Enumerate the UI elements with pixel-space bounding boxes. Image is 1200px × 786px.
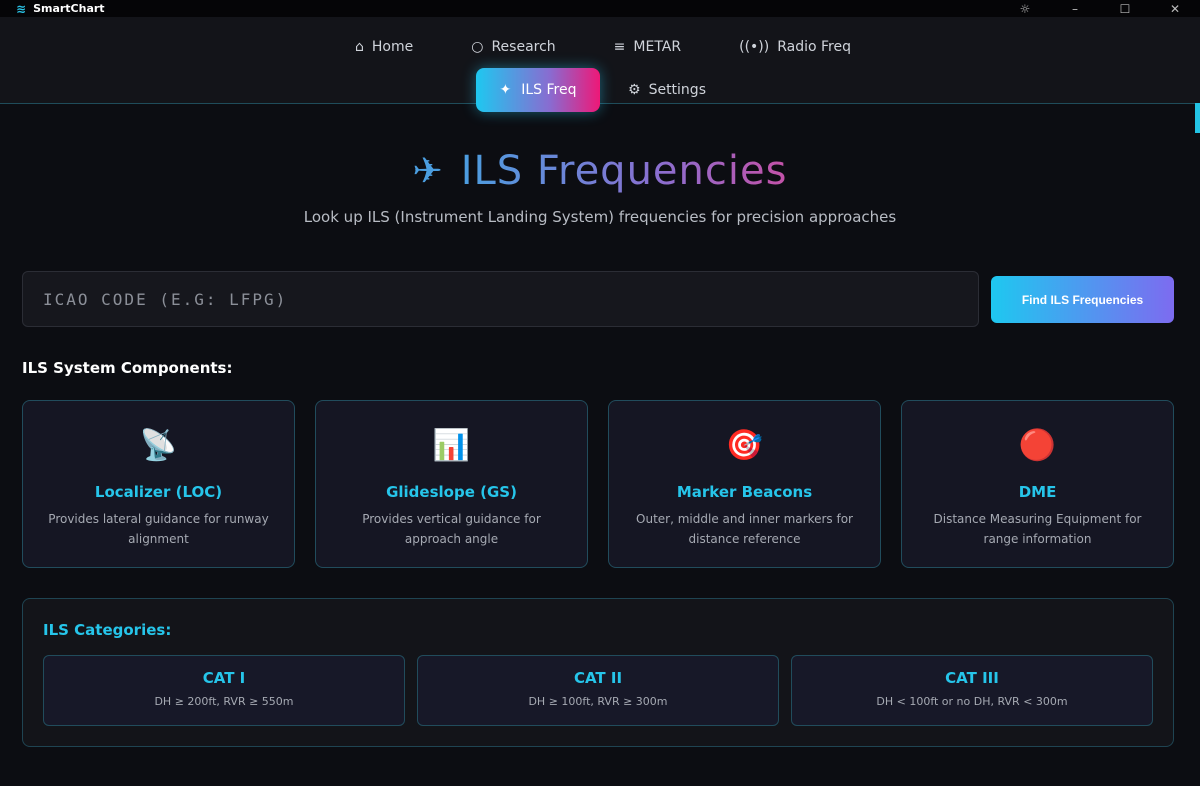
category-card: CAT I DH ≥ 200ft, RVR ≥ 550m [43,655,405,726]
app-logo-icon: ≋ [16,1,27,16]
search-icon: ○ [471,39,484,55]
title-bar: ≋ SmartChart [0,0,1200,17]
category-name: CAT II [573,669,623,687]
nav-ils-freq[interactable]: ✦ ILS Freq [476,68,600,112]
category-name: CAT III [945,669,999,687]
page-title-text: ILS Frequencies [460,148,788,194]
card-desc: Distance Measuring Equipment for range i… [933,512,1142,546]
category-card: CAT III DH < 100ft or no DH, RVR < 300m [791,655,1153,726]
app-title: SmartChart [33,2,105,15]
categories-heading: ILS Categories: [43,621,172,639]
category-desc: DH < 100ft or no DH, RVR < 300m [876,695,1068,708]
target-icon: 🎯 [725,428,764,463]
category-name: CAT I [202,669,246,687]
nav-label: Settings [648,82,706,98]
category-desc: DH ≥ 100ft, RVR ≥ 300m [528,695,668,708]
gear-icon: ⚙ [628,82,641,98]
page-subtitle: Look up ILS (Instrument Landing System) … [303,208,897,226]
sparkle-icon: ✦ [499,82,512,98]
nav-label: Research [491,39,556,55]
satellite-dish-icon: 📡 [139,428,178,463]
red-circle-icon: 🔴 [1018,428,1057,463]
list-icon: ≡ [613,39,626,55]
icao-placeholder: ICAO CODE (E.G: LFPG) [43,289,288,309]
minimize-button[interactable]: – [1072,1,1078,16]
nav-settings[interactable]: ⚙ Settings [628,82,706,98]
page-title: ✈ ILS Frequencies [413,148,788,194]
scrollbar[interactable] [1195,103,1200,133]
icao-input[interactable]: ICAO CODE (E.G: LFPG) [22,271,979,327]
card-title: Marker Beacons [676,483,813,501]
card-title: Glideslope (GS) [386,483,517,501]
home-icon: ⌂ [355,39,364,55]
category-desc: DH ≥ 200ft, RVR ≥ 550m [154,695,294,708]
nav-label: Home [371,39,414,55]
nav-research[interactable]: ○ Research [471,39,555,55]
nav-label: ILS Freq [521,82,577,98]
window-controls: ☼ – ☐ ✕ [1000,0,1200,17]
nav-home[interactable]: ⌂ Home [355,39,413,55]
component-card: 🔴 DME Distance Measuring Equipment for ran… [901,400,1174,568]
component-card: 📊 Glideslope (GS) Provides vertical guidan… [315,400,588,568]
components-heading: ILS System Components: [22,359,233,377]
nav-radio-freq[interactable]: ((•)) Radio Freq [739,39,851,55]
close-button[interactable]: ✕ [1169,1,1181,16]
component-card: 🎯 Marker Beacons Outer, middle and inner m… [608,400,881,568]
card-desc: Provides vertical guidance for approach … [362,512,541,546]
nav-label: Radio Freq [777,39,851,55]
top-nav: ⌂ Home ○ Research ≡ METAR ((•)) Radio Freq ✦… [0,17,1200,112]
plane-landing-icon: ✈ [412,150,443,192]
card-desc: Outer, middle and inner markers for dist… [636,512,853,546]
find-ils-button[interactable]: Find ILS Frequencies [991,276,1174,323]
card-title: DME [1018,483,1057,501]
component-card: 📡 Localizer (LOC) Provides lateral guidanc… [22,400,295,568]
nav-label: METAR [633,39,682,55]
card-title: Localizer (LOC) [94,483,223,501]
category-card: CAT II DH ≥ 100ft, RVR ≥ 300m [417,655,779,726]
card-desc: Provides lateral guidance for runway ali… [48,512,269,546]
maximize-button[interactable]: ☐ [1119,1,1131,16]
ils-categories-panel: ILS Categories: CAT I DH ≥ 200ft, RVR ≥ 5… [22,598,1174,747]
theme-icon[interactable]: ☼ [1019,1,1031,16]
bar-chart-icon: 📊 [432,428,471,463]
radio-icon: ((•)) [739,39,770,55]
nav-metar[interactable]: ≡ METAR [614,39,681,55]
